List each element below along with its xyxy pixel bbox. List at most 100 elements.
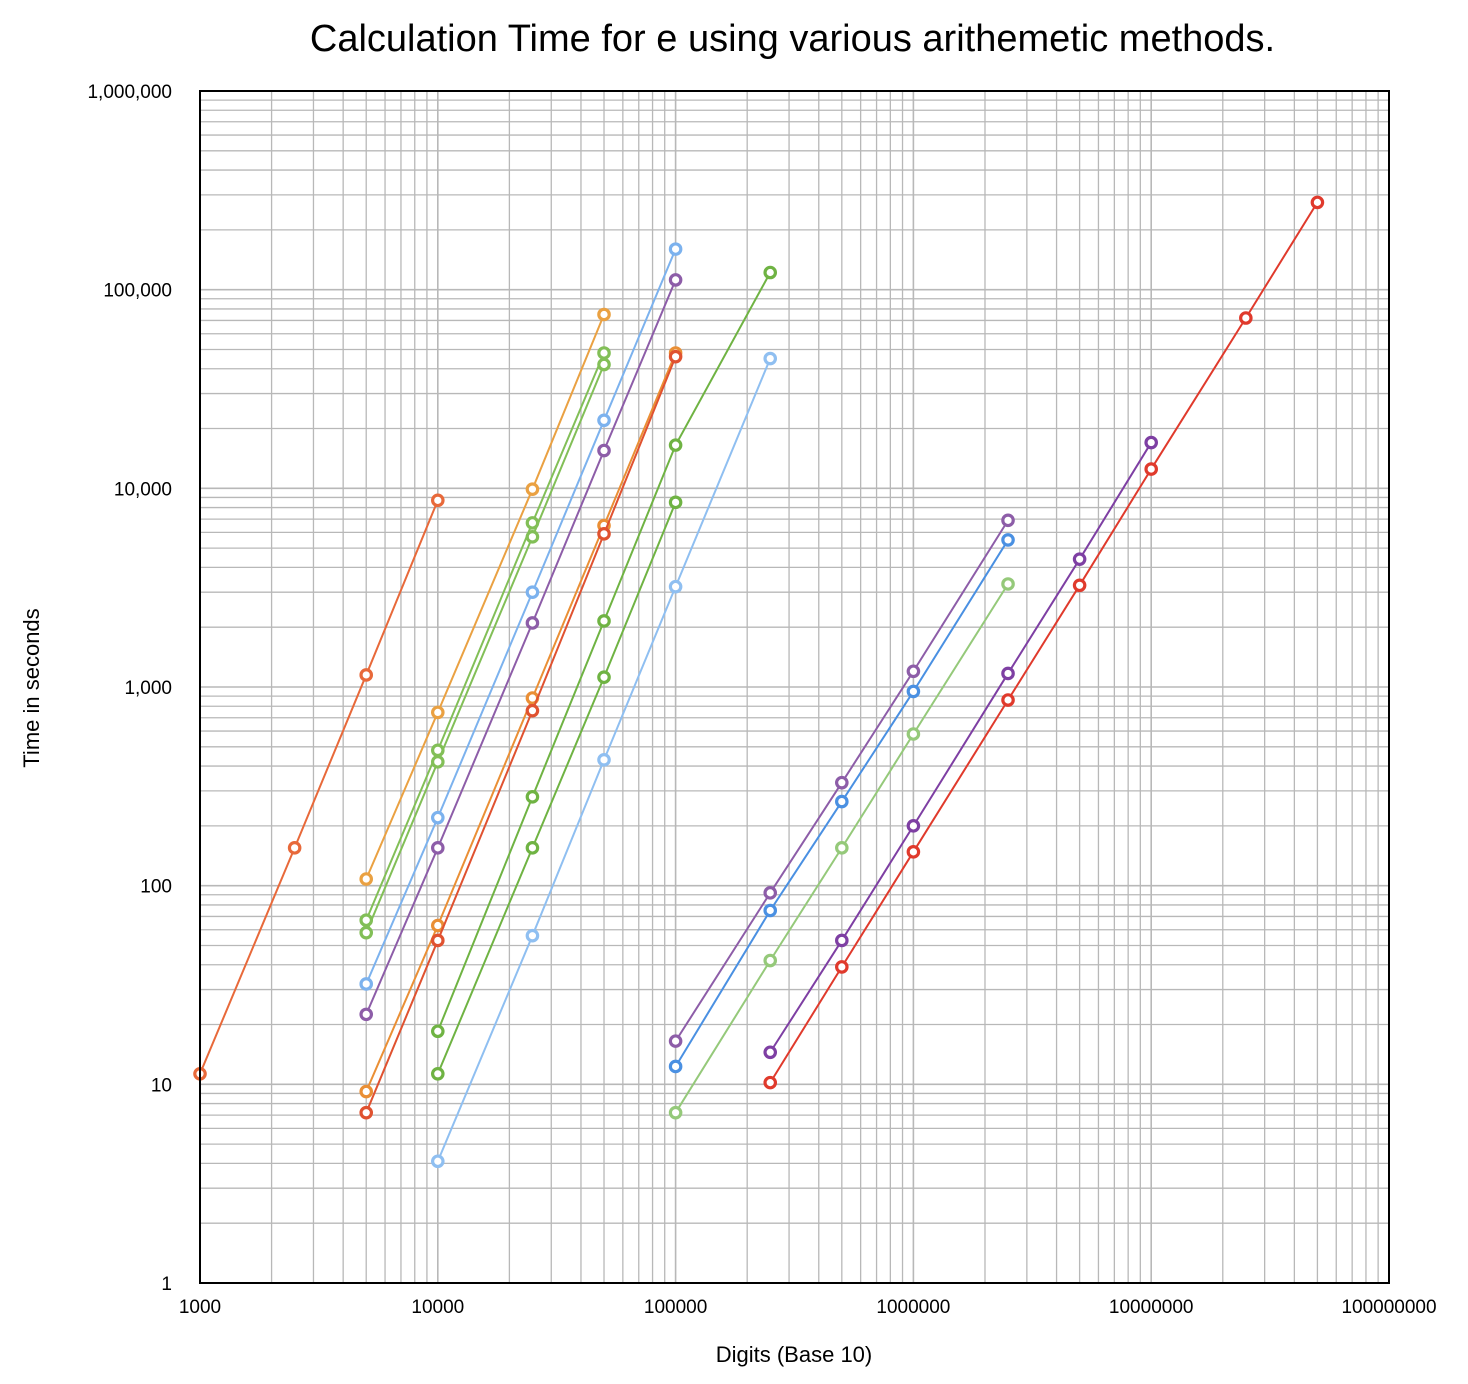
data-point [1001,693,1015,707]
series-line [769,442,1153,1053]
series-line [436,501,677,1075]
data-point [763,351,778,366]
data-point [906,664,921,679]
data-point [668,1059,683,1074]
series-1 [193,493,445,1081]
data-point [1144,462,1158,476]
tick-labels: 1000 10000 100000 1000000 10000000 100000000 1… [87,82,1436,1318]
data-point [597,357,611,372]
data-point [359,1105,374,1120]
data-point [525,585,540,600]
data-point [597,443,611,458]
data-point [668,579,683,594]
series-line [365,352,605,921]
data-point [525,928,540,943]
data-point [359,1007,374,1022]
data-point [1310,195,1325,210]
data-point [763,1045,778,1060]
data-point [359,977,374,991]
data-point [1072,578,1087,593]
y-tick-label: 10,000 [114,479,172,500]
x-tick-label: 1000 [179,1297,221,1318]
series-14 [668,577,1015,1120]
data-point [1239,311,1253,325]
data-point [1072,552,1087,566]
x-tick-label: 10000000 [1109,1297,1194,1318]
data-point [668,1105,683,1120]
series-group [193,195,1325,1169]
series-8 [359,349,683,1120]
data-point [430,1066,445,1081]
series-line [365,314,605,880]
series-12 [668,513,1015,1048]
data-point [668,1034,683,1048]
data-point [597,346,611,360]
data-point [906,684,921,699]
data-point [430,1024,445,1039]
data-point [430,705,445,720]
data-point [525,703,540,718]
data-point [525,790,540,804]
y-tick-label: 100 [140,877,172,898]
data-point [835,841,849,855]
data-point [1001,577,1015,591]
series-line [365,364,605,934]
x-axis-label: Digits (Base 10) [715,1342,873,1367]
data-point [763,1075,778,1090]
series-10 [430,495,683,1081]
data-point [1001,533,1015,547]
data-point [1144,435,1158,450]
series-line [365,352,677,1092]
y-tick-label: 1 [161,1274,172,1295]
data-point [430,755,445,769]
data-point [525,841,540,855]
y-tick-label: 10 [151,1075,172,1096]
x-tick-label: 10000 [411,1297,464,1318]
data-point [763,265,778,280]
data-point [906,727,921,741]
data-point [430,841,445,855]
data-point [835,933,849,948]
data-point [668,438,683,452]
data-point [597,753,611,767]
y-tick-label: 1,000 [124,678,172,699]
chart-title: Calculation Time for e using various ari… [309,18,1276,60]
data-point [597,413,611,428]
series-15 [763,435,1158,1060]
data-point [668,242,683,256]
data-point [835,794,849,809]
data-point [906,845,921,859]
series-5 [359,242,683,991]
series-line [365,356,677,1114]
series-4 [359,357,611,940]
data-point [525,530,540,544]
data-point [597,670,611,685]
x-tick-label: 100000 [644,1297,707,1318]
data-point [597,614,611,628]
series-line [199,499,439,1075]
data-point [835,775,849,790]
series-11 [430,351,778,1169]
data-point [763,886,778,900]
data-point [906,819,921,833]
data-point [525,482,540,497]
data-point [763,953,778,968]
series-3 [359,346,611,928]
data-point [668,495,683,510]
y-tick-label: 1,000,000 [87,82,172,103]
data-point [668,273,683,287]
data-point [287,841,302,855]
data-point [430,933,445,948]
data-point [359,668,374,682]
data-point [430,493,445,508]
data-point [359,872,374,886]
x-tick-label: 1000000 [876,1297,950,1318]
data-point [359,1084,374,1099]
series-13 [668,533,1015,1074]
series-16 [763,195,1325,1090]
data-point [763,903,778,918]
data-point [1001,513,1015,528]
series-9 [430,265,778,1039]
data-point [597,527,611,541]
